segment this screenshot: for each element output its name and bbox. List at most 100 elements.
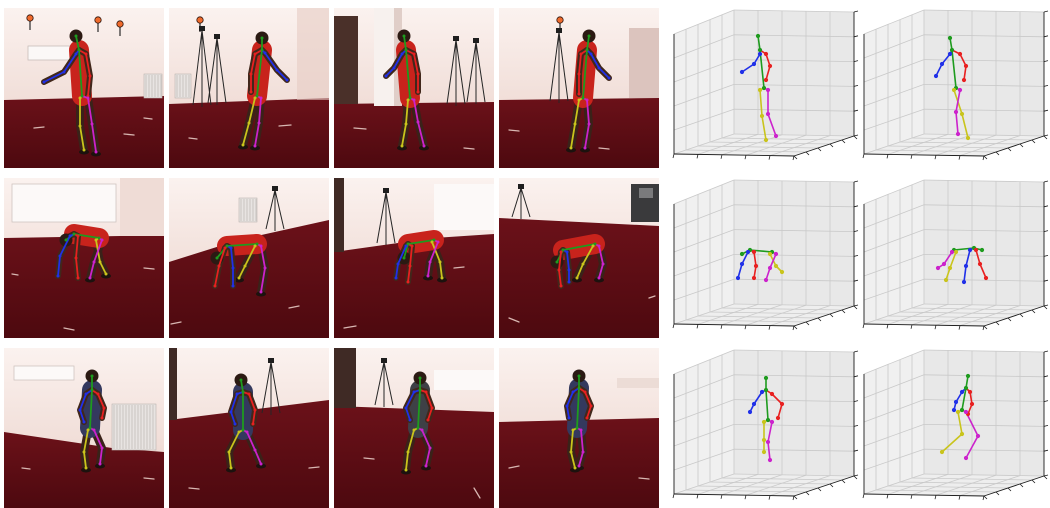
grid-line	[733, 179, 855, 183]
axis-tick	[768, 325, 771, 330]
joint-dot	[751, 249, 757, 255]
pose-3d-plot-row2-b	[862, 179, 1049, 331]
grid-line	[911, 477, 1033, 481]
joint-dot	[573, 466, 577, 470]
axis-tick	[1031, 479, 1036, 484]
grid-line	[697, 315, 819, 319]
joint-dot	[404, 122, 408, 126]
grid-line	[959, 475, 1021, 496]
joint-dot	[416, 72, 420, 76]
left-arm-segment	[57, 233, 75, 277]
joint-dot	[432, 238, 436, 242]
axis-tick	[853, 279, 859, 282]
joint-dot	[251, 422, 255, 426]
axis-tick	[720, 494, 723, 499]
joint-dot	[408, 96, 412, 100]
joint-dot	[963, 385, 969, 391]
magenta-leg-segment	[763, 87, 777, 137]
grid-line	[673, 374, 735, 399]
tripod-camera	[473, 38, 479, 43]
grid-line	[923, 34, 1045, 38]
axis-tick	[720, 154, 723, 159]
joint-dot	[96, 392, 100, 396]
floor-tape-mark	[143, 477, 155, 480]
tripod-leg	[261, 361, 272, 414]
joint-dot	[90, 388, 94, 392]
joint-dot	[94, 238, 98, 242]
person-foot	[580, 147, 590, 153]
joint-dot	[86, 96, 90, 100]
joint-dot	[76, 276, 80, 280]
axis-line	[673, 493, 795, 497]
camera-view-row2-col2	[169, 178, 329, 338]
joint-dot	[571, 428, 575, 432]
joint-dot	[217, 264, 221, 268]
left-arm-segment	[586, 49, 610, 79]
axis-tick	[853, 449, 859, 452]
joint-dot	[253, 408, 257, 412]
person-foot	[572, 277, 582, 283]
joint-dot	[779, 401, 785, 407]
joint-dot	[406, 450, 410, 454]
joint-dot	[253, 448, 257, 452]
grid-line	[887, 304, 949, 325]
floor-carpet	[334, 406, 494, 508]
joint-dot	[402, 256, 406, 260]
grid-line	[673, 278, 735, 301]
axis-tick	[853, 230, 859, 232]
axis-tick	[853, 350, 859, 353]
grid-line	[863, 229, 925, 253]
joint-dot	[575, 426, 579, 430]
axis-tick	[958, 495, 961, 500]
joint-dot	[773, 251, 779, 257]
whiteboard	[11, 183, 117, 223]
joint-dot	[416, 426, 420, 430]
grid-line	[863, 108, 925, 131]
joint-dot	[773, 263, 779, 269]
axis-tick	[793, 325, 798, 330]
grid-line	[875, 489, 997, 493]
joint-dot	[967, 247, 973, 253]
right-pane	[924, 180, 1044, 306]
joint-dot	[77, 48, 81, 52]
wall-shadow	[297, 8, 329, 100]
axis-tick	[805, 491, 810, 496]
joint-dot	[426, 274, 430, 278]
grid-line	[733, 448, 855, 452]
right-pane	[734, 350, 854, 476]
tripod-leg	[265, 189, 276, 230]
joint-dot	[100, 238, 104, 242]
joint-dot	[573, 122, 577, 126]
axis-tick	[853, 304, 859, 307]
joint-dot	[235, 392, 239, 396]
axis-line	[793, 475, 855, 497]
grid-line	[911, 137, 1033, 141]
floor-tape-mark	[343, 325, 357, 329]
joint-dot	[973, 247, 979, 253]
studio-lamp	[196, 16, 204, 24]
grid-line	[923, 133, 1045, 137]
axis-line	[863, 153, 985, 157]
joint-dot	[763, 51, 769, 57]
axis-line	[673, 153, 795, 157]
joint-dot	[757, 47, 763, 53]
grid-line	[673, 349, 735, 375]
right-arm-segment	[78, 49, 91, 97]
axis-tick	[793, 495, 798, 500]
floor-tape-mark	[143, 267, 155, 270]
axis-tick	[958, 325, 961, 330]
grid-line	[721, 307, 843, 311]
yellow-leg-segment	[570, 427, 578, 469]
grid-line	[923, 179, 1045, 183]
joint-dot	[225, 244, 229, 248]
right-arm-segment	[759, 49, 771, 81]
axis-line	[863, 493, 985, 497]
joint-dot	[767, 457, 773, 463]
grid-line	[769, 305, 831, 326]
camera-view-row1-col1	[4, 8, 164, 168]
joint-dot	[392, 66, 396, 70]
joint-dot	[767, 265, 773, 271]
grid-line	[697, 134, 759, 155]
joint-dot	[607, 76, 611, 80]
axis-tick	[910, 324, 913, 329]
